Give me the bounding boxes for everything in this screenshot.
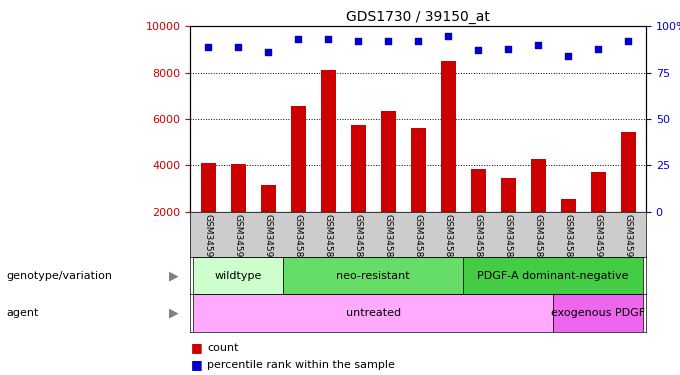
Bar — [201, 163, 216, 258]
Bar — [284, 257, 463, 294]
Bar — [500, 178, 515, 258]
Text: genotype/variation: genotype/variation — [7, 271, 113, 280]
Text: GSM34587: GSM34587 — [504, 214, 513, 263]
Bar — [321, 70, 336, 258]
Bar — [231, 164, 246, 258]
Text: count: count — [207, 343, 239, 353]
Point — [623, 38, 634, 44]
Point — [443, 33, 454, 39]
Bar — [590, 172, 605, 258]
Bar — [411, 128, 426, 258]
Point — [263, 49, 274, 55]
Text: neo-resistant: neo-resistant — [337, 271, 410, 280]
Bar — [471, 169, 486, 258]
Text: wildtype: wildtype — [215, 271, 262, 280]
Text: ■: ■ — [190, 342, 202, 354]
Text: exogenous PDGF: exogenous PDGF — [551, 308, 645, 318]
Text: GSM34581: GSM34581 — [324, 214, 333, 263]
Text: GSM34580: GSM34580 — [294, 214, 303, 263]
Text: ▶: ▶ — [169, 307, 178, 320]
Text: untreated: untreated — [345, 308, 401, 318]
Text: agent: agent — [7, 308, 39, 318]
Point — [323, 36, 334, 42]
Bar — [553, 294, 643, 332]
Text: GSM34584: GSM34584 — [413, 214, 423, 263]
Point — [562, 53, 573, 59]
Bar — [621, 132, 636, 258]
Text: GSM34591: GSM34591 — [624, 214, 632, 263]
Text: GSM34583: GSM34583 — [384, 214, 393, 263]
Bar — [463, 257, 643, 294]
Point — [353, 38, 364, 44]
Text: GSM34582: GSM34582 — [354, 214, 362, 263]
Text: PDGF-A dominant-negative: PDGF-A dominant-negative — [477, 271, 629, 280]
Bar — [261, 185, 276, 258]
Text: GSM34593: GSM34593 — [234, 214, 243, 263]
Title: GDS1730 / 39150_at: GDS1730 / 39150_at — [346, 10, 490, 24]
Text: ▶: ▶ — [169, 269, 178, 282]
Point — [413, 38, 424, 44]
Text: ■: ■ — [190, 358, 202, 371]
Bar — [560, 199, 575, 258]
Text: percentile rank within the sample: percentile rank within the sample — [207, 360, 395, 369]
Bar — [530, 159, 545, 258]
Point — [532, 42, 543, 48]
Point — [383, 38, 394, 44]
Point — [473, 47, 483, 53]
Point — [203, 44, 214, 50]
Text: GSM34590: GSM34590 — [594, 214, 602, 263]
Text: GSM34592: GSM34592 — [204, 214, 213, 263]
Bar — [291, 106, 306, 258]
Text: GSM34588: GSM34588 — [534, 214, 543, 263]
Point — [293, 36, 304, 42]
Text: GSM34585: GSM34585 — [443, 214, 453, 263]
Bar — [351, 125, 366, 258]
Point — [592, 45, 603, 51]
Bar — [193, 294, 553, 332]
Bar — [441, 61, 456, 258]
Text: GSM34589: GSM34589 — [564, 214, 573, 263]
Text: GSM34594: GSM34594 — [264, 214, 273, 263]
Bar — [193, 257, 284, 294]
Point — [503, 45, 513, 51]
Text: GSM34586: GSM34586 — [474, 214, 483, 263]
Bar — [381, 111, 396, 258]
Point — [233, 44, 244, 50]
